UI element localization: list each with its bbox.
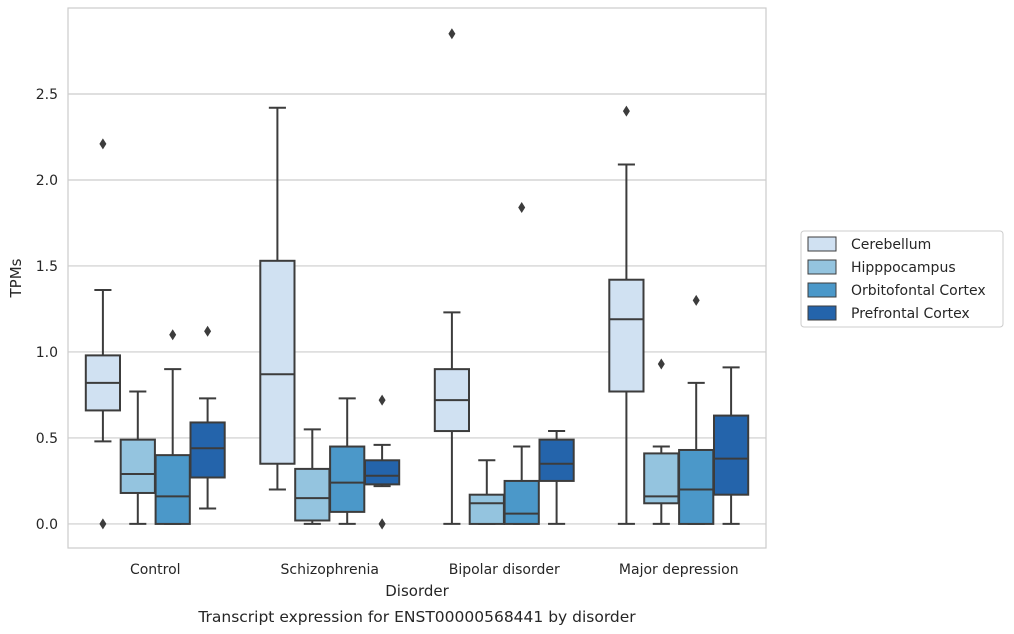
outlier-point [448,28,456,40]
outlier-point [204,325,212,337]
box-3-0 [189,325,226,510]
box-iqr [538,438,575,482]
outlier-point [169,329,177,341]
x-axis-label: Disorder [385,582,449,600]
box-iqr [259,259,296,465]
box-1-2 [468,459,505,525]
box-0-0 [84,138,122,530]
outlier-point [622,105,630,117]
legend-swatch [807,305,837,321]
box-3-2 [538,430,575,525]
y-tick-label: 1.0 [36,345,58,361]
box-iqr [329,445,366,513]
outlier-point [99,138,107,150]
box-iqr [643,452,680,505]
legend-swatch [807,282,837,298]
outlier-point [692,294,700,306]
box-3-1 [363,394,401,530]
box-0-2 [433,28,471,525]
box-0-3 [608,105,645,525]
box-iqr [468,493,505,525]
box-2-2 [503,201,540,525]
x-tick-label: Major depression [619,562,739,578]
outlier-point [378,394,386,406]
y-tick-label: 0.5 [36,431,58,447]
legend: Cerebellum Hipppocampus Orbitofontal Corte… [800,230,1004,328]
box-iqr [608,278,645,393]
y-tick-label: 1.5 [36,259,58,275]
box-iqr [712,414,750,496]
legend-swatch [807,236,837,252]
y-tick-label: 2.0 [36,173,58,189]
legend-swatch [807,259,837,275]
box-iqr [294,467,331,522]
box-1-3 [643,358,680,525]
outlier-point [378,518,386,530]
legend-frame [800,230,1004,328]
box-groups [84,28,750,530]
box-iqr [189,421,226,479]
legend-entry: Hipppocampus [851,260,956,276]
outlier-point [99,518,107,530]
box-iqr [119,438,156,494]
box-3-3 [712,366,750,525]
legend-entry: Cerebellum [851,237,931,253]
y-tick-label: 2.5 [36,87,58,103]
box-iqr [503,479,540,525]
box-2-1 [329,397,366,525]
legend-entry: Prefrontal Cortex [851,306,970,322]
outlier-point [518,201,526,213]
outlier-point [657,358,665,370]
x-tick-labels: Control Schizophrenia Bipolar disorder Majo… [130,562,739,578]
y-tick-label: 0.0 [36,517,58,533]
x-tick-label: Control [130,562,181,578]
legend-entry: Orbitofontal Cortex [851,283,986,299]
x-tick-label: Bipolar disorder [449,562,560,578]
box-iqr [678,448,715,525]
x-tick-label: Schizophrenia [281,562,379,578]
box-iqr [154,454,191,525]
y-axis-label: TPMs [7,258,25,298]
chart-caption: Transcript expression for ENST0000056844… [197,608,636,626]
y-tick-labels: 0.0 0.5 1.0 1.5 2.0 2.5 [36,87,58,533]
box-iqr [363,459,401,486]
box-2-3 [678,294,715,525]
box-2-0 [154,329,191,525]
box-0-1 [259,106,296,491]
